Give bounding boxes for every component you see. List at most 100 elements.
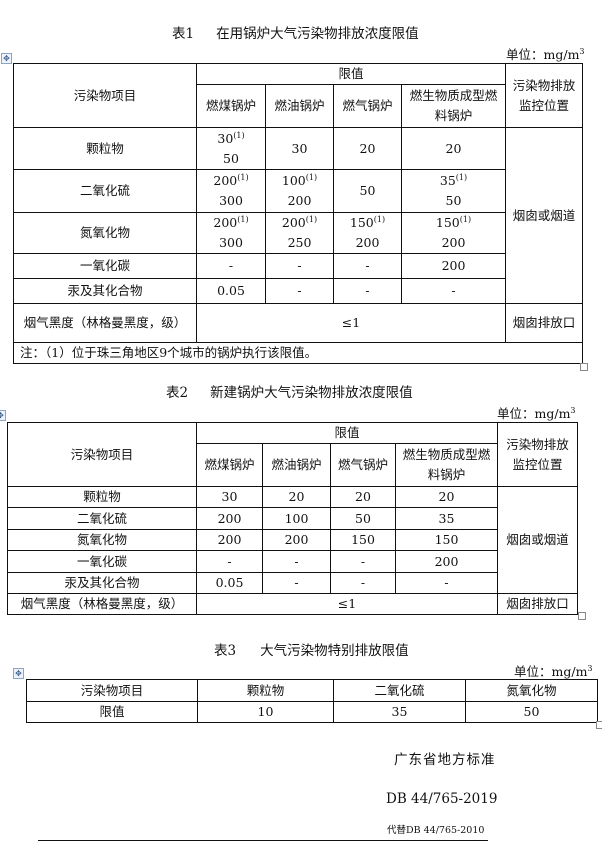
limit-value: - (265, 278, 334, 304)
table2: 污染物项目 限值 污染物排放监控位置 燃煤锅炉 燃油锅炉 燃气锅炉 燃生物质成型燃料锅炉 颗粒… (7, 422, 579, 615)
limit-value: 35(1) 50 (400, 169, 507, 213)
pollutant-name: 颗粒物 (13, 127, 197, 170)
table-move-handle-icon[interactable]: ✥ (0, 410, 6, 421)
unit-superscript: 3 (587, 663, 593, 673)
footnote-marker: (1) (305, 172, 318, 182)
header-monitor-location: 污染物排放监控位置 (505, 63, 584, 128)
limit-value: 50 (465, 701, 598, 723)
pollutant-name: 二氧化硫 (13, 169, 197, 213)
limit-value: - (400, 278, 507, 304)
pollutant-name: 汞及其化合物 (13, 278, 197, 304)
limit-value: 200 (262, 529, 331, 551)
header-boiler-type: 燃煤锅炉 (196, 84, 266, 128)
table-row: 注：（1）位于珠三角地区9个城市的锅炉执行该限值。 (12, 342, 584, 364)
table-row: 污染物项目 限值 污染物排放监控位置 (13, 63, 584, 128)
value-secondary: 50 (445, 193, 462, 208)
limit-value: 0.05 (196, 572, 263, 594)
pollutant-name: 二氧化硫 (7, 507, 197, 530)
unit-superscript: 3 (570, 405, 576, 415)
value-secondary: 200 (355, 235, 380, 250)
row-label: 限值 (26, 701, 198, 723)
limit-value: 30(1) 50 (196, 127, 266, 170)
limit-value: - (330, 572, 396, 594)
header-limit: 限值 (195, 422, 499, 444)
header-boiler-type: 燃气锅炉 (330, 443, 396, 487)
table-row: 氮氧化物 200 200 150 150 (7, 529, 578, 551)
footer-code: DB 44/765-2019 (386, 791, 498, 807)
table-resize-handle[interactable] (580, 363, 588, 371)
value-secondary: 250 (287, 235, 312, 250)
limit-value: 100(1) 200 (265, 169, 334, 213)
limit-value: 150 (330, 529, 396, 551)
limit-value: 200(1) 300 (196, 212, 266, 254)
unit-label: 单位：mg/m (514, 664, 588, 679)
header-boiler-type: 燃油锅炉 (265, 84, 334, 128)
monitor-location: 烟囱或烟道 (497, 486, 579, 594)
table3-title-text: 大气污染物特别排放限值 (260, 643, 409, 659)
header-boiler-type: 燃生物质成型燃料锅炉 (400, 84, 507, 128)
footnote-marker: (1) (233, 130, 245, 140)
column-header: 二氧化硫 (333, 679, 466, 702)
header-boiler-type: 燃生物质成型燃料锅炉 (394, 443, 499, 487)
table-resize-handle[interactable] (578, 612, 586, 620)
smoke-monitor-location: 烟囱排放口 (505, 303, 584, 343)
footnote-marker: (1) (459, 214, 472, 224)
pollutant-name: 氮氧化物 (13, 212, 197, 254)
pollutant-name: 一氧化碳 (7, 550, 197, 573)
smoke-blackness-limit: ≤1 (195, 593, 499, 615)
table-resize-handle[interactable] (596, 721, 602, 729)
pollutant-name: 颗粒物 (7, 486, 197, 508)
table-row: 汞及其化合物 0.05- - - (7, 572, 578, 594)
value-secondary: 200 (441, 235, 466, 250)
limit-value: - (330, 550, 396, 573)
limit-value: - (262, 572, 331, 594)
value-secondary: 300 (219, 193, 243, 208)
value-primary: 200(1) (281, 214, 318, 230)
value-secondary: 200 (287, 193, 312, 208)
table3-title: 表3 大气污染物特别排放限值 (214, 639, 409, 659)
footnote-marker: (1) (237, 214, 249, 224)
table-row: 限值 10 35 50 (26, 701, 598, 723)
column-header: 污染物项目 (26, 679, 198, 702)
value-secondary: 300 (219, 235, 243, 250)
table1-title-text: 在用锅炉大气污染物排放浓度限值 (216, 26, 419, 42)
table-note: 注：（1）位于珠三角地区9个城市的锅炉执行该限值。 (12, 342, 584, 364)
footer-replaces: 代替DB 44/765-2010 (387, 825, 485, 836)
value-primary: 200(1) (213, 214, 249, 230)
table2-unit: 单位：mg/m3 (497, 403, 576, 422)
limit-value: - (262, 550, 331, 573)
limit-value: 150(1) 200 (400, 212, 507, 254)
limit-value: 50 (333, 169, 402, 213)
table2-title: 表2 新建锅炉大气污染物排放浓度限值 (166, 381, 413, 401)
table-row: 二氧化硫 200(1) 300 100(1) 200 50 35(1) 50 (13, 169, 583, 213)
table1-number: 表1 (172, 26, 195, 42)
table-row: 氮氧化物 200(1) 300 200(1) 250 150(1) 200 150(1) 200 (13, 212, 583, 254)
table-row: 颗粒物 30(1) 50 30 20 20 烟囱或烟道 (13, 127, 584, 304)
table3-number: 表3 (214, 643, 237, 659)
smoke-blackness-limit: ≤1 (195, 303, 507, 343)
table-row: 颗粒物 30 20 20 20 烟囱或烟道 (7, 486, 579, 594)
table-move-handle-icon[interactable]: ✥ (1, 53, 12, 64)
limit-value: 20 (400, 127, 507, 170)
limit-value: - (196, 253, 266, 279)
limit-value: 200(1) 250 (265, 212, 334, 254)
pollutant-name: 氮氧化物 (7, 529, 197, 551)
limit-value: 30 (265, 127, 334, 170)
header-pollutant-item: 污染物项目 (13, 63, 197, 128)
header-boiler-type: 燃煤锅炉 (196, 443, 263, 487)
limit-value: - (333, 278, 402, 304)
table-row: 一氧化碳 - - -200 (7, 550, 578, 573)
limit-value: 200(1) 300 (196, 169, 266, 213)
unit-label: 单位：mg/m (497, 406, 571, 421)
table-move-handle-icon[interactable]: ✥ (13, 668, 24, 679)
table-row: 二氧化硫 200 100 50 35 (7, 507, 578, 530)
table1-title: 表1 在用锅炉大气污染物排放浓度限值 (172, 22, 419, 42)
value-primary: 150(1) (435, 214, 472, 230)
value-secondary: 50 (223, 150, 239, 166)
limit-value: 20 (394, 486, 499, 508)
limit-value: - (196, 550, 263, 573)
monitor-location: 烟囱或烟道 (505, 127, 584, 304)
limit-value: 150 (394, 529, 499, 551)
limit-value: - (394, 572, 499, 594)
footer-org: 广东省地方标准 (394, 752, 496, 768)
